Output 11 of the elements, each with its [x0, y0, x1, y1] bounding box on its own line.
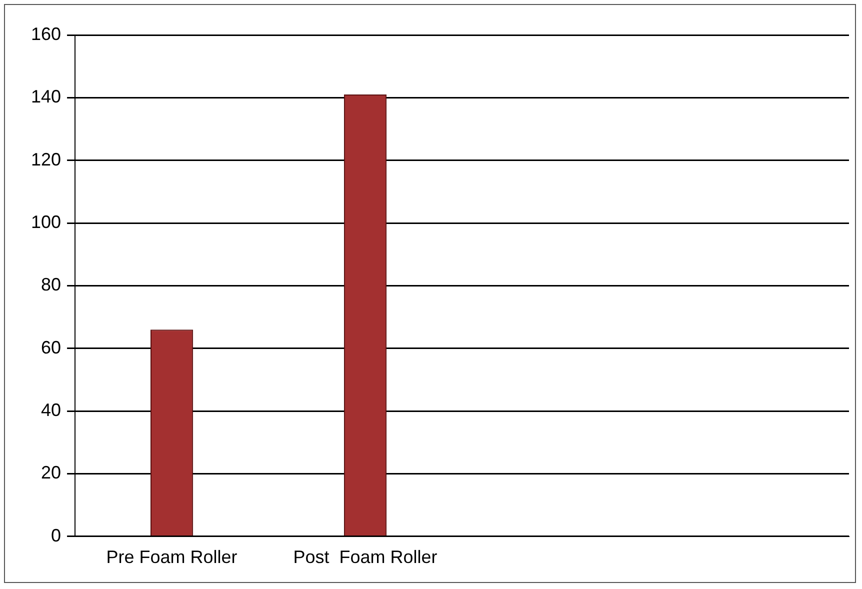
x-tick-label: Post Foam Roller [293, 547, 438, 568]
y-tick-label: 160 [30, 24, 62, 44]
y-tick-label: 20 [41, 462, 62, 483]
y-tick-label: 60 [41, 337, 62, 358]
y-tick-label: 100 [30, 212, 62, 232]
y-tick-label: 0 [51, 525, 62, 546]
y-tick-label: 80 [41, 274, 62, 295]
x-tick-label: Pre Foam Roller [106, 547, 238, 568]
y-tick-label: 140 [30, 86, 62, 107]
y-tick-label: 40 [41, 400, 62, 420]
y-tick-label: 120 [30, 149, 62, 170]
